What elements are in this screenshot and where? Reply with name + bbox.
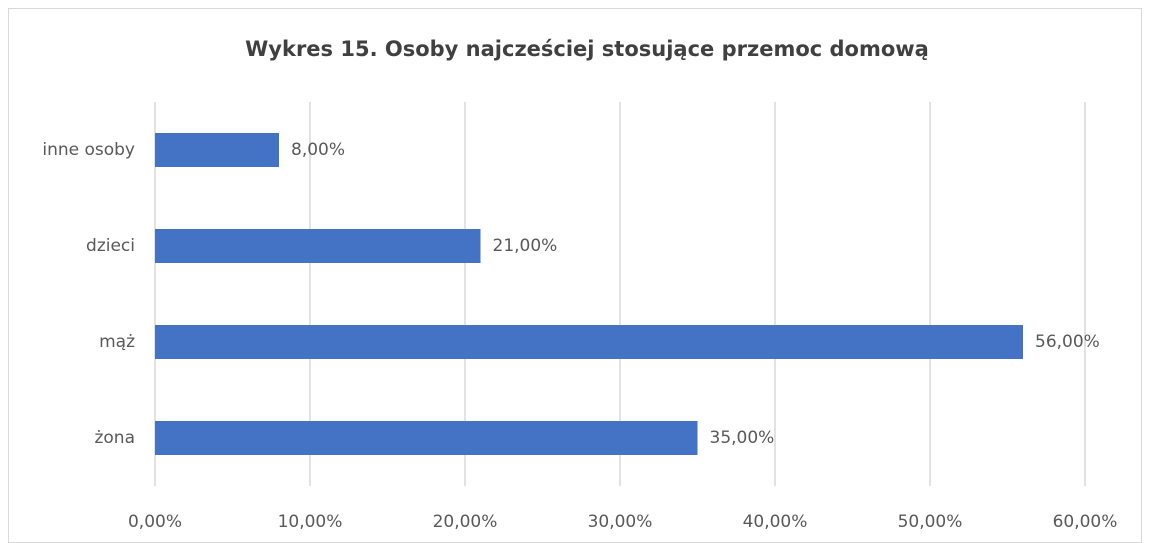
bar xyxy=(155,421,698,455)
y-tick-label: dzieci xyxy=(86,236,135,256)
chart-title: Wykres 15. Osoby najcześciej stosujące p… xyxy=(245,37,929,61)
y-tick-label: żona xyxy=(94,428,135,448)
chart-border xyxy=(8,8,1142,543)
bar xyxy=(155,133,279,167)
x-tick-label: 0,00% xyxy=(128,512,182,532)
x-tick-label: 20,00% xyxy=(433,512,498,532)
y-tick-label: inne osoby xyxy=(42,140,135,160)
x-tick-label: 10,00% xyxy=(278,512,343,532)
bar xyxy=(155,229,481,263)
x-tick-label: 40,00% xyxy=(743,512,808,532)
y-tick-label: mąż xyxy=(99,332,135,352)
x-tick-label: 60,00% xyxy=(1053,512,1118,532)
value-label: 56,00% xyxy=(1035,332,1100,352)
value-label: 35,00% xyxy=(710,428,775,448)
value-label: 8,00% xyxy=(291,140,345,160)
value-label: 21,00% xyxy=(493,236,558,256)
x-tick-label: 50,00% xyxy=(898,512,963,532)
x-tick-label: 30,00% xyxy=(588,512,653,532)
bar xyxy=(155,325,1023,359)
